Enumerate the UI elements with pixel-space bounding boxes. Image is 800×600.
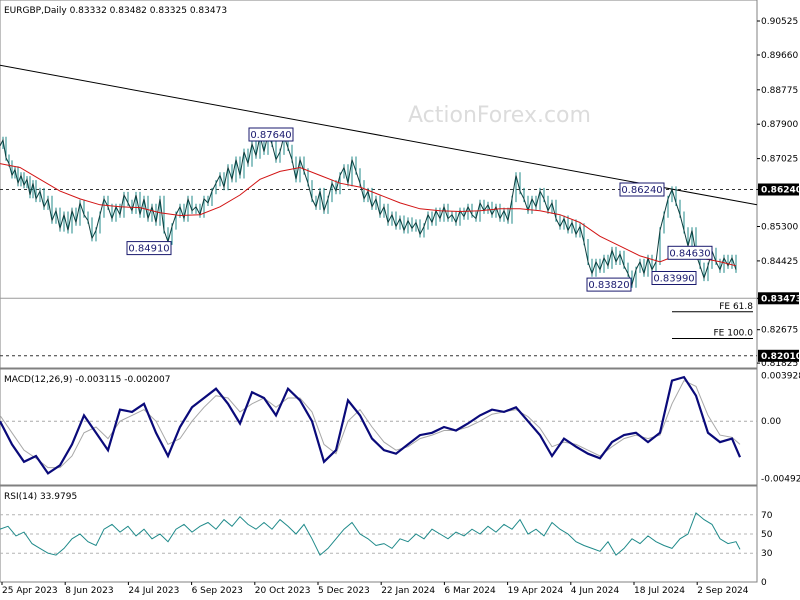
macd-tick-label-0: 0.003928: [761, 372, 800, 382]
price-panel-frame: [0, 0, 758, 369]
fe-level-label-0: FE 61.8: [719, 302, 753, 312]
annotation-box-5: [586, 277, 632, 292]
x-tick-label-3: 6 Sep 2023: [192, 586, 243, 596]
price-layer: FE 61.8 FE 100.0 0.87640 0.84910 0.86240 0.84…: [0, 64, 758, 357]
macd-signal-line: [0, 379, 741, 469]
annotation-box-0: [248, 127, 294, 142]
axis-layer: 0.90525 0.89660 0.88775 0.87900 0.87025 0.862…: [1, 17, 800, 596]
x-tick-label-9: 4 Jun 2024: [571, 586, 620, 596]
watermark: ActionForex.com: [408, 103, 591, 128]
price-tick-label-0: 0.90525: [761, 17, 798, 27]
rsi-tick-label-1: 50: [761, 530, 773, 540]
price-tick-label-7: 0.84425: [761, 257, 798, 267]
x-tick-label-0: 25 Apr 2023: [2, 586, 58, 596]
rsi-tick-label-2: 30: [761, 549, 773, 559]
price-tick-label-2: 0.88775: [761, 86, 798, 96]
annotation-box-3: [667, 245, 713, 260]
fe-level-label-1: FE 100.0: [714, 329, 754, 339]
x-tick-label-10: 18 Jul 2024: [634, 586, 685, 596]
x-tick-label-11: 2 Sep 2024: [697, 586, 749, 596]
x-tick-label-8: 19 Apr 2024: [508, 586, 564, 596]
x-tick-label-1: 8 Jun 2023: [65, 586, 113, 596]
macd-tick-label-1: 0.00: [761, 417, 781, 427]
price-tag-label-0: 0.86240: [761, 186, 800, 196]
price-tick-label-9: 0.82675: [761, 326, 798, 336]
annotation-label-3: 0.84630: [669, 248, 710, 259]
macd-label: MACD(12,26,9) -0.003115 -0.002007: [4, 375, 170, 385]
annotation-label-4: 0.83990: [653, 274, 694, 285]
annotation-box-2: [619, 182, 665, 197]
price-tag-label-2: 0.82010: [761, 352, 800, 362]
rsi-tick-label-0: 70: [761, 511, 773, 521]
x-tick-label-2: 24 Jul 2023: [128, 586, 179, 596]
price-tag-box-2: [758, 349, 799, 362]
price-line: [0, 132, 737, 287]
x-tick-label-7: 6 Mar 2024: [444, 586, 496, 596]
annotation-label-1: 0.84910: [128, 244, 169, 255]
moving-average-line: [0, 163, 737, 267]
price-tick-label-1: 0.89660: [761, 51, 798, 61]
annotation-label-0: 0.87640: [250, 130, 291, 141]
rsi-tick-label-3: 0: [761, 578, 767, 588]
rsi-line: [0, 512, 741, 556]
price-tag-box-1: [758, 292, 799, 305]
macd-line: [0, 375, 742, 475]
rsi-label: RSI(14) 33.9795: [4, 492, 77, 502]
price-tick-label-3: 0.87900: [761, 120, 798, 130]
macd-layer: [0, 375, 757, 475]
price-tag-label-1: 0.83473: [761, 294, 800, 304]
price-tag-box-0: [758, 183, 799, 196]
trendline: [0, 64, 758, 206]
annotation-label-5: 0.83820: [588, 280, 629, 291]
price-tick-label-4: 0.87025: [761, 155, 798, 165]
annotation-box-1: [126, 241, 172, 256]
x-tick-label-5: 5 Dec 2023: [318, 586, 370, 596]
x-tick-label-6: 22 Jan 2024: [381, 586, 435, 596]
rsi-layer: [0, 512, 757, 556]
price-tick-label-6: 0.85300: [761, 223, 798, 233]
macd-tick-label-2: -0.004929: [761, 474, 800, 484]
annotation-box-4: [651, 271, 697, 285]
macd-panel-frame: [0, 368, 758, 486]
symbol-header: EURGBP,Daily 0.83332 0.83482 0.83325 0.8…: [4, 6, 227, 16]
price-tick-label-10: 0.81825: [761, 359, 798, 369]
annotation-label-2: 0.86240: [621, 185, 662, 196]
x-tick-label-4: 20 Oct 2023: [255, 586, 311, 596]
